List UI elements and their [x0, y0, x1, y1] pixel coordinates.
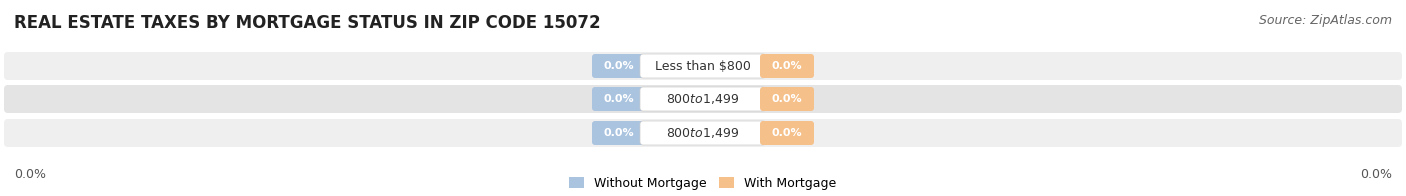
- Text: REAL ESTATE TAXES BY MORTGAGE STATUS IN ZIP CODE 15072: REAL ESTATE TAXES BY MORTGAGE STATUS IN …: [14, 14, 600, 32]
- FancyBboxPatch shape: [761, 121, 814, 145]
- FancyBboxPatch shape: [640, 121, 766, 145]
- Text: 0.0%: 0.0%: [603, 61, 634, 71]
- Text: 0.0%: 0.0%: [14, 168, 46, 181]
- Text: Less than $800: Less than $800: [655, 60, 751, 73]
- FancyBboxPatch shape: [4, 119, 1402, 147]
- Text: Source: ZipAtlas.com: Source: ZipAtlas.com: [1258, 14, 1392, 27]
- Text: 0.0%: 0.0%: [772, 61, 803, 71]
- FancyBboxPatch shape: [640, 54, 766, 78]
- FancyBboxPatch shape: [592, 121, 645, 145]
- FancyBboxPatch shape: [640, 87, 766, 111]
- Legend: Without Mortgage, With Mortgage: Without Mortgage, With Mortgage: [569, 177, 837, 190]
- FancyBboxPatch shape: [761, 87, 814, 111]
- FancyBboxPatch shape: [592, 87, 645, 111]
- Text: $800 to $1,499: $800 to $1,499: [666, 92, 740, 106]
- FancyBboxPatch shape: [761, 54, 814, 78]
- FancyBboxPatch shape: [4, 85, 1402, 113]
- Text: 0.0%: 0.0%: [603, 128, 634, 138]
- Text: 0.0%: 0.0%: [1360, 168, 1392, 181]
- FancyBboxPatch shape: [592, 54, 645, 78]
- Text: $800 to $1,499: $800 to $1,499: [666, 126, 740, 140]
- Text: 0.0%: 0.0%: [603, 94, 634, 104]
- FancyBboxPatch shape: [4, 52, 1402, 80]
- Text: 0.0%: 0.0%: [772, 128, 803, 138]
- Text: 0.0%: 0.0%: [772, 94, 803, 104]
